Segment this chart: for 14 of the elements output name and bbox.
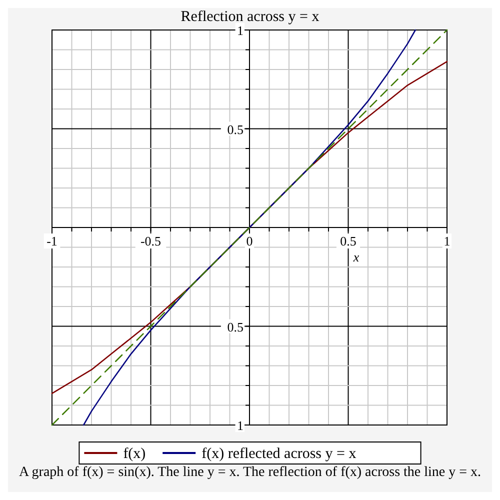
x-tick-label: -0.5 (140, 234, 162, 248)
x-axis-title: x (352, 250, 360, 264)
legend-label: f(x) reflected across y = x (202, 446, 357, 462)
y-tick-label: 0.5 (227, 319, 244, 334)
chart-title: Reflection across y = x (180, 9, 320, 25)
x-tick-label: 0.5 (340, 234, 356, 248)
legend-label: f(x) (123, 446, 146, 462)
x-tick-label: -1 (46, 234, 58, 248)
x-tick-label: 1 (444, 234, 450, 248)
x-tick-label: 0 (246, 234, 253, 248)
text: A graph of f(x) = sin(x). The line y = x. The reflection of f(x) across the line y = x. (18, 465, 482, 481)
y-tick-label: 1 (237, 23, 244, 38)
y-tick-label: 1 (237, 418, 244, 433)
y-tick-label: 0.5 (227, 122, 244, 137)
